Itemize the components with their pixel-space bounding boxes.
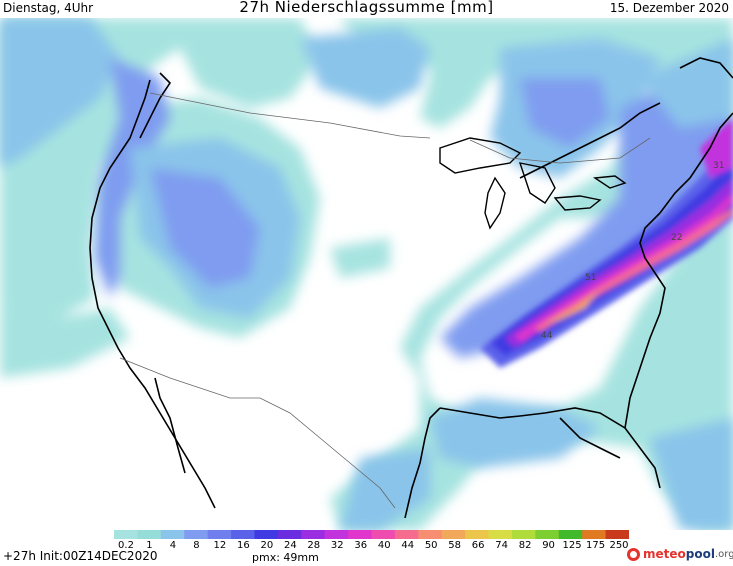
scale-label: 90 xyxy=(542,540,555,551)
borders xyxy=(119,92,651,509)
scale-swatch xyxy=(277,530,302,539)
init-time-label: +27h Init:00Z14DEC2020 xyxy=(3,549,158,563)
contour-label: 31 xyxy=(713,161,724,171)
map-title: 27h Niederschlagssumme [mm] xyxy=(239,0,494,16)
scale-swatch xyxy=(605,530,629,539)
scale-label: 58 xyxy=(448,540,462,551)
logo-icon xyxy=(627,547,640,561)
scale-swatch xyxy=(324,530,349,539)
scale-label: 4 xyxy=(169,540,177,551)
scale-swatch xyxy=(348,530,372,539)
max-precip-label: pmx: 49mm xyxy=(252,551,319,564)
valid-time-label: Dienstag, 4Uhr xyxy=(3,1,94,15)
scale-swatch xyxy=(441,530,466,539)
scale-swatch xyxy=(418,530,443,539)
color-scale-labels: 0.2 1 4 8 12 16 20 24 28 32 36 40 44 50 58 66 74 82 90 125 1… xyxy=(0,540,733,552)
scale-swatch xyxy=(184,530,209,539)
scale-label: 24 xyxy=(283,540,297,551)
scale-swatch xyxy=(511,530,536,539)
scale-label: 82 xyxy=(518,540,532,551)
scale-label: 0.2 xyxy=(118,540,134,551)
scale-label: 32 xyxy=(330,540,344,551)
contour-labels: 22 44 51 31 xyxy=(541,161,724,341)
scale-label: 50 xyxy=(424,540,438,551)
scale-swatch xyxy=(535,530,560,539)
great-lakes xyxy=(439,137,627,230)
scale-swatch xyxy=(160,530,185,539)
scale-label: 1 xyxy=(146,540,153,551)
scale-swatch xyxy=(137,530,162,539)
scale-swatch xyxy=(394,530,419,539)
scale-label: 175 xyxy=(585,540,606,551)
scale-label: 8 xyxy=(193,540,200,551)
logo-text-org: .org xyxy=(714,548,733,560)
scale-label: 66 xyxy=(471,540,485,551)
scale-label: 16 xyxy=(237,540,250,551)
precipitation-map: 22 44 51 31 xyxy=(0,18,733,530)
scale-label: 28 xyxy=(307,540,321,551)
contour-label: 44 xyxy=(541,331,553,341)
scale-swatch xyxy=(371,530,396,539)
scale-swatch xyxy=(488,530,513,539)
scale-swatch xyxy=(231,530,255,539)
valid-date-label: 15. Dezember 2020 xyxy=(609,1,729,15)
scale-swatch xyxy=(465,530,490,539)
precip-band-heavy xyxy=(480,118,733,368)
scale-label: 40 xyxy=(377,540,391,551)
scale-label: 44 xyxy=(401,540,415,551)
scale-swatch xyxy=(582,530,607,539)
contour-label: 22 xyxy=(671,233,682,243)
scale-label: 125 xyxy=(562,540,582,551)
scale-label: 12 xyxy=(213,540,227,551)
scale-label: 20 xyxy=(260,540,274,551)
meteopool-logo[interactable]: meteo pool .org xyxy=(627,547,733,561)
scale-swatch xyxy=(114,530,138,539)
precip-field-blue xyxy=(0,18,733,530)
scale-swatch xyxy=(254,530,279,539)
scale-swatch xyxy=(301,530,326,539)
scale-swatch xyxy=(558,530,583,539)
contour-label: 51 xyxy=(585,273,596,283)
scale-label: 74 xyxy=(495,540,508,551)
scale-swatch xyxy=(207,530,232,539)
logo-text-meteo: meteo xyxy=(643,547,686,561)
color-scale-bar xyxy=(114,530,629,539)
scale-label: 36 xyxy=(354,540,368,551)
scale-label: 250 xyxy=(609,540,629,551)
logo-text-pool: pool xyxy=(685,547,715,561)
coastlines xyxy=(89,57,733,519)
